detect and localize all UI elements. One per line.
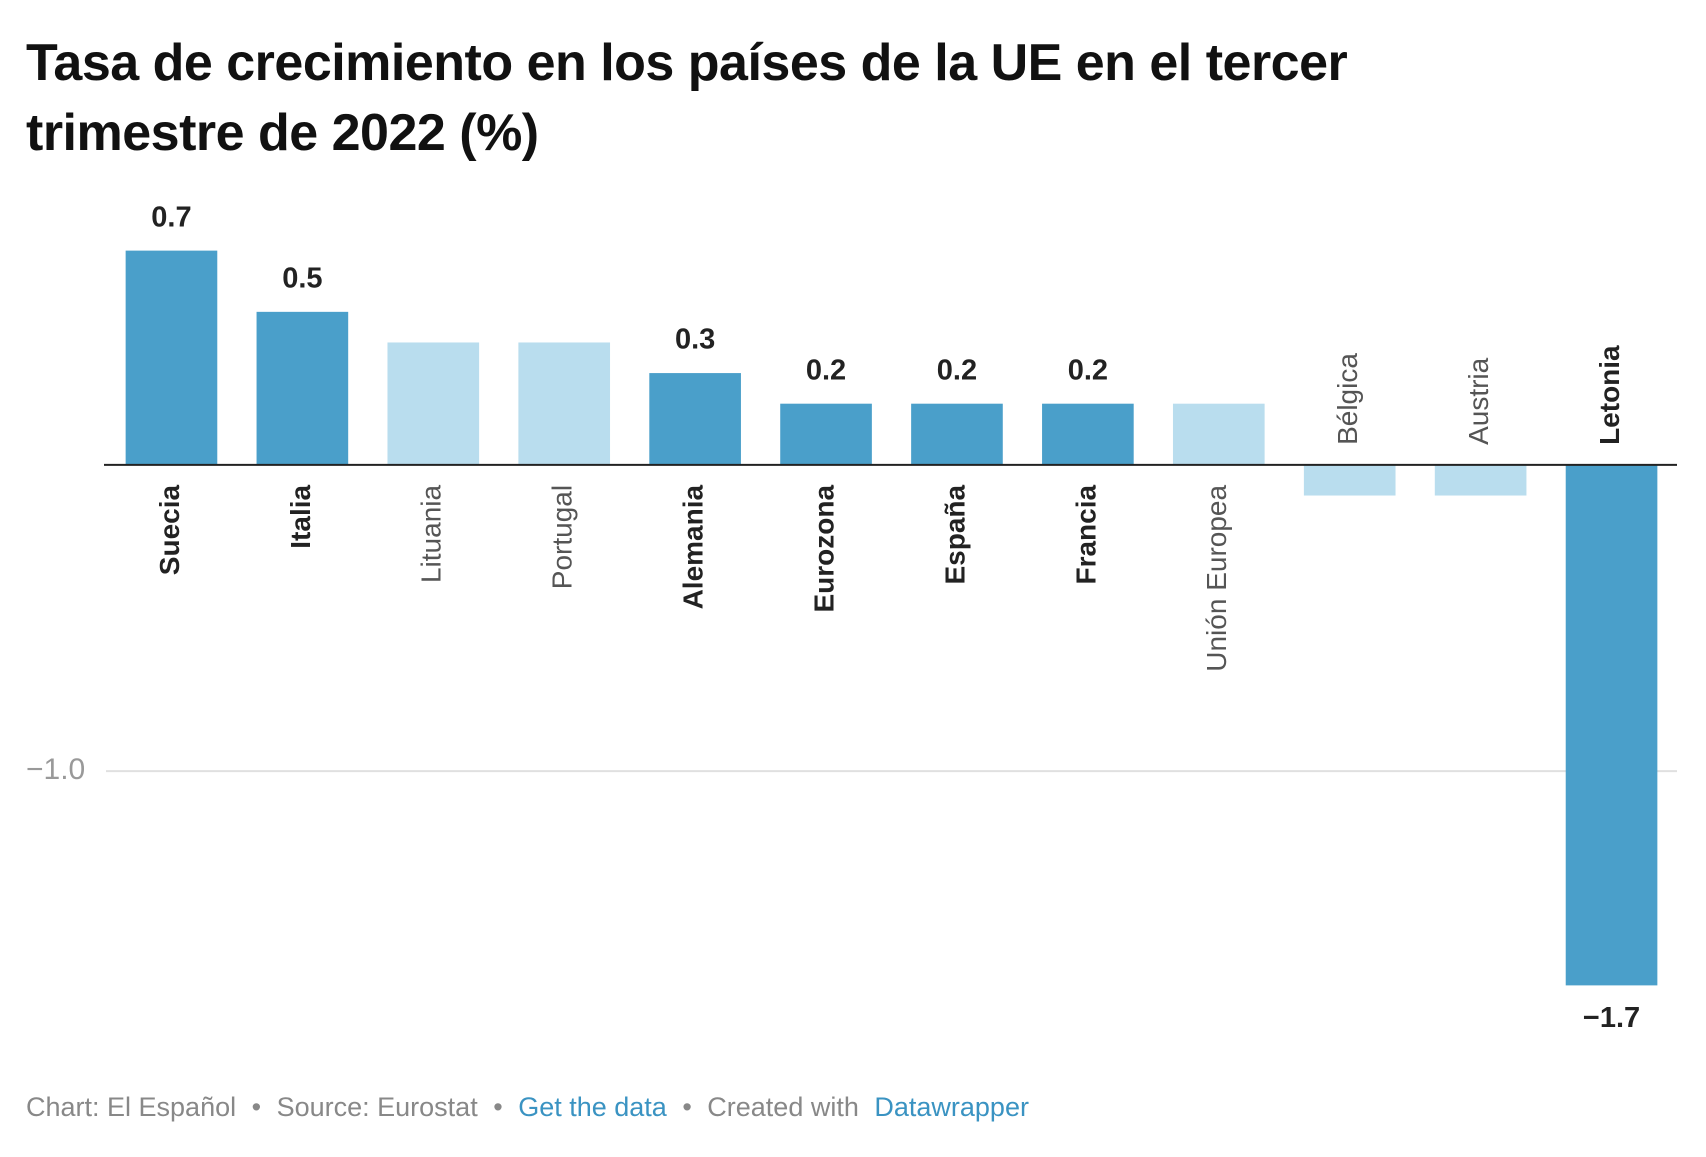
bar [125, 250, 218, 465]
value-label: 0.2 [1068, 354, 1108, 386]
bar [387, 342, 480, 465]
bar [1042, 403, 1134, 465]
bar [256, 311, 349, 465]
x-tick-label: Letonia [1594, 345, 1625, 445]
x-tick-label: Austria [1463, 357, 1494, 445]
x-tick-label: Italia [285, 485, 316, 549]
value-label: 0.5 [282, 263, 322, 295]
bar [649, 373, 741, 465]
x-tick-label: Eurozona [808, 484, 839, 612]
separator: • [682, 1092, 692, 1122]
source: Source: Eurostat [276, 1092, 478, 1122]
bar [1172, 403, 1265, 465]
footer: Chart: El Español • Source: Eurostat • G… [26, 1092, 1037, 1123]
value-label: 0.3 [675, 324, 715, 356]
value-label: 0.2 [937, 354, 977, 386]
chart-title: Tasa de crecimiento en los países de la … [26, 34, 1348, 162]
separator: • [493, 1092, 503, 1122]
get-data-link[interactable]: Get the data [518, 1092, 667, 1122]
bar [1303, 464, 1396, 496]
value-label: 0.7 [151, 201, 191, 233]
bar [780, 403, 872, 465]
x-tick-label: Portugal [547, 485, 578, 589]
x-tick-label: Bélgica [1332, 353, 1363, 445]
value-label: 0.2 [806, 354, 846, 386]
bar [911, 403, 1003, 465]
bar [518, 342, 611, 465]
y-tick-label: −1.0 [26, 753, 85, 786]
datawrapper-link[interactable]: Datawrapper [874, 1092, 1029, 1122]
x-tick-label: Lituania [416, 485, 447, 584]
created-with: Created with [707, 1092, 859, 1122]
x-tick-label: España [939, 485, 970, 585]
x-tick-label: Suecia [154, 485, 185, 576]
bar [1565, 464, 1658, 986]
separator: • [251, 1092, 262, 1122]
x-tick-label: Francia [1070, 485, 1101, 585]
bar [1434, 464, 1527, 496]
value-label: −1.7 [1583, 1002, 1640, 1034]
credit: Chart: El Español [26, 1092, 237, 1122]
x-tick-label: Alemania [678, 484, 709, 609]
x-tick-label: Unión Europea [1201, 485, 1232, 672]
